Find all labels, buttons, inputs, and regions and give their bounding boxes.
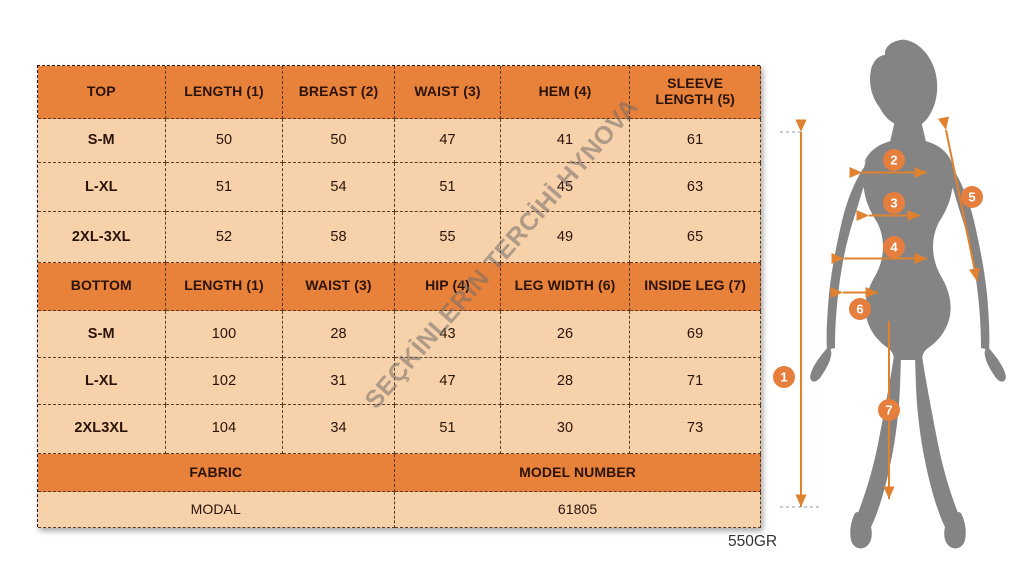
svg-text:1: 1 [780,370,787,385]
svg-text:2: 2 [890,153,897,168]
svg-text:6: 6 [856,302,863,317]
svg-text:7: 7 [885,403,892,418]
svg-text:4: 4 [890,240,898,255]
svg-text:3: 3 [890,196,897,211]
svg-text:5: 5 [968,190,975,205]
